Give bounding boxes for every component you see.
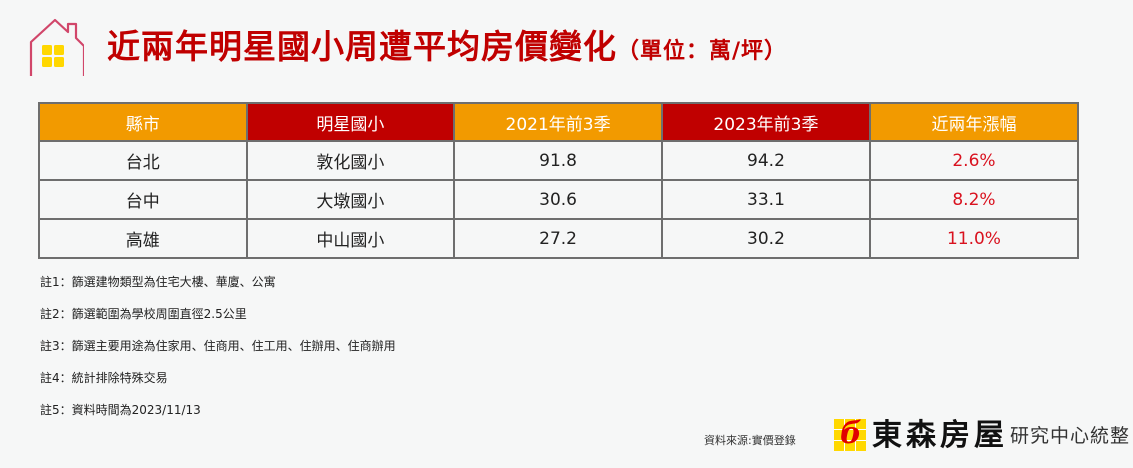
cell-school: 敦化國小 [245, 140, 456, 181]
cell-city: 台中 [38, 179, 248, 220]
table-header-row: 縣市 明星國小 2021年前3季 2023年前3季 近兩年漲幅 [38, 102, 1080, 142]
cell-price-2023: 33.1 [661, 179, 871, 220]
cell-price-2021: 27.2 [453, 218, 664, 259]
brand-mark: б [840, 416, 862, 451]
cell-price-2023: 30.2 [661, 218, 871, 259]
note-4: 註4：統計排除特殊交易 [40, 371, 168, 385]
note-3: 註3：篩選主要用途為住家用、住商用、住工用、住辦用、住商辦用 [40, 339, 396, 353]
column-header-2021: 2021年前3季 [453, 102, 664, 142]
table-row: 台北 敦化國小 91.8 94.2 2.6% [38, 140, 1080, 181]
brand-logo-icon: б [834, 416, 866, 451]
cell-school: 大墩國小 [245, 179, 456, 220]
table-row: 高雄 中山國小 27.2 30.2 11.0% [38, 218, 1080, 259]
cell-price-2021: 91.8 [453, 140, 664, 181]
title-text: 近兩年明星國小周遭平均房價變化 [107, 27, 617, 66]
title-unit: （單位：萬/坪） [617, 39, 788, 64]
data-source: 資料來源:實價登錄 [704, 434, 796, 447]
notes-list: 註1：篩選建物類型為住宅大樓、華廈、公寓 註2：篩選範圍為學校周圍直徑2.5公里… [40, 274, 396, 434]
brand-subtitle: 研究中心統整 [1010, 425, 1131, 447]
cell-city: 高雄 [38, 218, 248, 259]
note-2: 註2：篩選範圍為學校周圍直徑2.5公里 [40, 307, 247, 321]
column-header-change: 近兩年漲幅 [868, 102, 1080, 142]
cell-school: 中山國小 [245, 218, 456, 259]
cell-change: 2.6% [868, 140, 1080, 181]
cell-change: 8.2% [868, 179, 1080, 220]
page-title: 近兩年明星國小周遭平均房價變化（單位：萬/坪） [107, 24, 787, 75]
column-header-school: 明星國小 [245, 102, 456, 142]
note-1: 註1：篩選建物類型為住宅大樓、華廈、公寓 [40, 275, 276, 289]
house-icon [29, 18, 84, 76]
brand-logo-grid [834, 419, 866, 451]
cell-price-2021: 30.6 [453, 179, 664, 220]
cell-price-2023: 94.2 [661, 140, 871, 181]
table-row: 台中 大墩國小 30.6 33.1 8.2% [38, 179, 1080, 220]
cell-change: 11.0% [868, 218, 1080, 259]
brand-name: 東森房屋 [872, 418, 1008, 453]
note-5: 註5：資料時間為2023/11/13 [40, 403, 201, 417]
column-header-2023: 2023年前3季 [661, 102, 871, 142]
column-header-city: 縣市 [38, 102, 248, 142]
price-table: 縣市 明星國小 2021年前3季 2023年前3季 近兩年漲幅 台北 敦化國小 … [38, 102, 1080, 259]
cell-city: 台北 [38, 140, 248, 181]
